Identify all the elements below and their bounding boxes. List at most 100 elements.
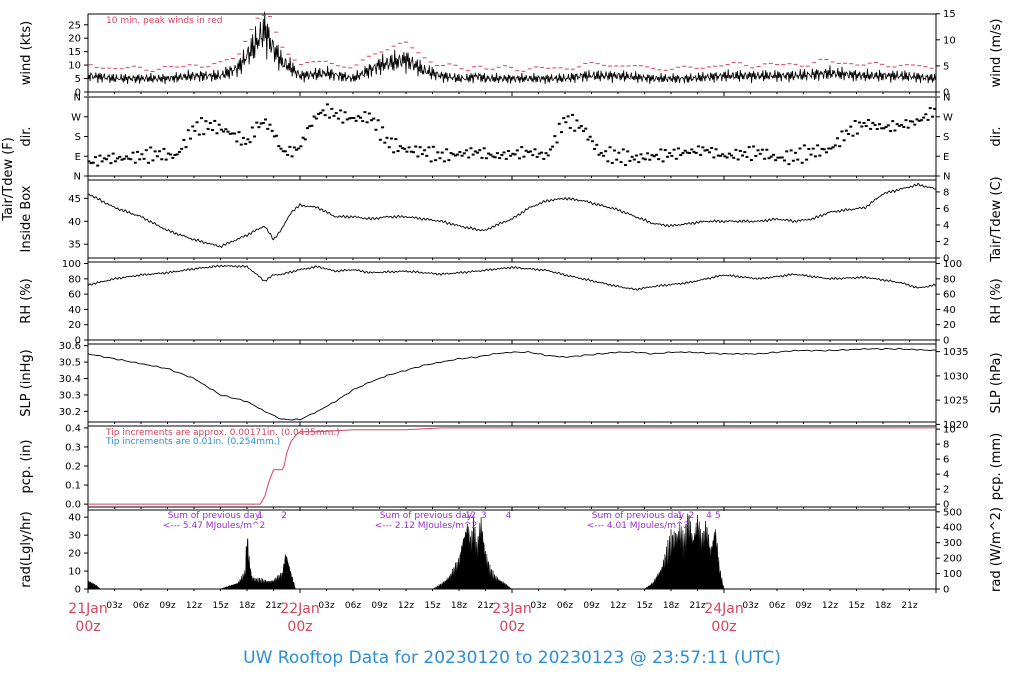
x-hour-label: 03z bbox=[318, 601, 334, 611]
x-hour-label: 09z bbox=[371, 601, 387, 611]
pcp-annotation-2: Tip increments are 0.01in. (0.254mm.) bbox=[105, 437, 280, 447]
x-hour-label: 18z bbox=[663, 601, 679, 611]
slp-ytick-label: 30.2 bbox=[59, 407, 81, 418]
x-hour-label: 12z bbox=[610, 601, 626, 611]
pcp-ytick-right-label: 6 bbox=[943, 455, 949, 466]
wind-ylabel-right: wind (m/s) bbox=[989, 19, 1004, 88]
pcp-ytick-label: 0.2 bbox=[65, 462, 81, 473]
x-day-label: 24Jan bbox=[704, 601, 743, 617]
pcp-ytick-label: 0.1 bbox=[65, 481, 81, 492]
rh-ytick-right-label: 100 bbox=[943, 259, 962, 270]
temp-ytick-right-label: 2 bbox=[943, 237, 949, 248]
dir-ylabel-right: dir. bbox=[989, 126, 1004, 146]
x-day-time: 00z bbox=[75, 619, 100, 635]
temp-ytick-right-label: 0 bbox=[943, 254, 949, 265]
x-day-time: 00z bbox=[711, 619, 736, 635]
slp-ytick-label: 30.4 bbox=[59, 374, 81, 385]
rh-ytick-right-label: 0 bbox=[943, 336, 949, 347]
rh-frame bbox=[87, 261, 937, 341]
dir-ytick-right-label: S bbox=[943, 132, 949, 143]
dir-ytick-label: N bbox=[74, 93, 81, 104]
dir-ytick-right-label: N bbox=[943, 93, 950, 104]
wind-ytick-label: 10 bbox=[68, 61, 81, 72]
temp-ylabel-outer: Tair/Tdew (F) bbox=[1, 137, 16, 222]
wind-ylabel-left: wind (kts) bbox=[19, 21, 34, 85]
temp-ytick-right-label: 4 bbox=[943, 220, 949, 231]
slp-ytick-label: 30.6 bbox=[59, 341, 81, 352]
temp-line bbox=[87, 182, 937, 249]
slp-ytick-right-label: 1030 bbox=[943, 371, 968, 382]
pcp-ytick-right-label: 10 bbox=[943, 425, 956, 436]
temp-ylabel-right: Tair/Tdew (C) bbox=[989, 176, 1004, 262]
rh-ytick-label: 40 bbox=[68, 305, 81, 316]
wind-ytick-label: 25 bbox=[68, 20, 81, 31]
rad-marker: 4 bbox=[706, 511, 712, 521]
rad-ytick-label: 0 bbox=[75, 585, 81, 596]
rad-ytick-right-label: 0 bbox=[943, 585, 949, 596]
x-hour-label: 06z bbox=[557, 601, 573, 611]
x-day-label: 21Jan bbox=[68, 601, 107, 617]
slp-ytick-right-label: 1020 bbox=[943, 420, 968, 431]
pcp-ytick-right-label: 0 bbox=[943, 500, 949, 511]
x-day-label: 22Jan bbox=[280, 601, 319, 617]
slp-ytick-right-label: 1025 bbox=[943, 396, 968, 407]
rad-marker: 2 bbox=[470, 511, 476, 521]
x-hour-label: 21z bbox=[901, 601, 917, 611]
wind-ytick-right-label: 0 bbox=[943, 88, 949, 99]
rh-ytick-label: 80 bbox=[68, 274, 81, 285]
wind-ytick-right-label: 15 bbox=[943, 9, 956, 20]
pcp-ytick-right-label: 8 bbox=[943, 440, 949, 451]
dir-ytick-label: E bbox=[75, 152, 81, 163]
temp-ytick-right-label: 6 bbox=[943, 204, 949, 215]
pcp-ytick-right-label: 2 bbox=[943, 485, 949, 496]
pcp-ylabel-right: pcp. (mm) bbox=[989, 433, 1004, 500]
slp-ylabel-left: SLP (inHg) bbox=[19, 349, 34, 417]
rad-marker: 1 bbox=[677, 511, 683, 521]
dir-ytick-right-label: E bbox=[943, 152, 949, 163]
rad-ytick-label: 40 bbox=[68, 513, 81, 524]
rh-line bbox=[87, 264, 937, 291]
rad-sum-value: <--- 2.12 MJoules/m^2 bbox=[375, 521, 477, 531]
dir-frame bbox=[87, 96, 937, 177]
x-hour-label: 21z bbox=[689, 601, 705, 611]
x-hour-label: 21z bbox=[265, 601, 281, 611]
x-day-time: 00z bbox=[499, 619, 524, 635]
rh-ytick-label: 20 bbox=[68, 320, 81, 331]
x-hour-label: 12z bbox=[398, 601, 414, 611]
rad-sum-value: <--- 5.47 MJoules/m^2 bbox=[163, 521, 265, 531]
x-hour-label: 12z bbox=[822, 601, 838, 611]
dir-ytick-label: W bbox=[71, 112, 81, 123]
x-hour-label: 06z bbox=[133, 601, 149, 611]
rh-ytick-right-label: 20 bbox=[943, 320, 956, 331]
rad-marker: 5 bbox=[715, 511, 721, 521]
x-day-label: 23Jan bbox=[492, 601, 531, 617]
rh-ytick-label: 100 bbox=[62, 259, 81, 270]
temp-ytick-label: 40 bbox=[68, 217, 81, 228]
x-day-time: 00z bbox=[287, 619, 312, 635]
rad-marker: 2 bbox=[281, 511, 287, 521]
wind-ytick-right-label: 5 bbox=[943, 61, 949, 72]
wind-ytick-label: 20 bbox=[68, 34, 81, 45]
rad-sum-label: Sum of previous day bbox=[168, 511, 261, 521]
x-hour-label: 06z bbox=[769, 601, 785, 611]
x-hour-label: 03z bbox=[530, 601, 546, 611]
rad-sum-label: Sum of previous day bbox=[380, 511, 473, 521]
dir-ytick-right-label: W bbox=[943, 112, 953, 123]
rh-ytick-right-label: 80 bbox=[943, 274, 956, 285]
x-hour-label: 12z bbox=[186, 601, 202, 611]
temp-ytick-right-label: 8 bbox=[943, 187, 949, 198]
dir-ytick-label: N bbox=[74, 172, 81, 183]
rh-ytick-right-label: 60 bbox=[943, 290, 956, 301]
rh-ytick-label: 60 bbox=[68, 290, 81, 301]
rad-marker: 1 bbox=[465, 511, 471, 521]
rad-marker: 4 bbox=[506, 511, 512, 521]
wind-ytick-label: 0 bbox=[75, 88, 81, 99]
rad-area bbox=[87, 513, 936, 590]
x-hour-label: 09z bbox=[795, 601, 811, 611]
rh-ytick-label: 0 bbox=[75, 336, 81, 347]
x-hour-label: 09z bbox=[583, 601, 599, 611]
wind-ytick-right-label: 10 bbox=[943, 35, 956, 46]
wind-ytick-label: 5 bbox=[75, 74, 81, 85]
wind-speed-line bbox=[87, 11, 937, 85]
